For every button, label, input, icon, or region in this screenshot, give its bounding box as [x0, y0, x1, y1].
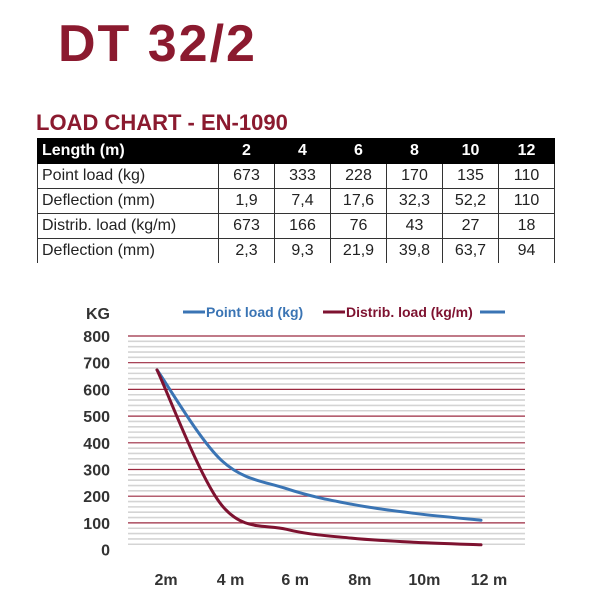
table-cell: 76 — [330, 213, 387, 239]
load-chart-heading: LOAD CHART - EN-1090 — [36, 110, 288, 135]
y-tick-label: 700 — [83, 356, 110, 373]
y-tick-label: 400 — [83, 436, 110, 453]
row-label: Point load (kg) — [37, 163, 219, 189]
table-cell: 170 — [386, 163, 443, 189]
table-cell: 32,3 — [386, 188, 443, 214]
product-title: DT 32/2 — [58, 15, 257, 73]
table-row: Deflection (mm) 2,3 9,3 21,9 39,8 63,7 94 — [37, 238, 555, 263]
row-label: Distrib. load (kg/m) — [37, 213, 219, 239]
table-cell: 43 — [386, 213, 443, 239]
load-table: Length (m) 2 4 6 8 10 12 Point load (kg) 673 333 2… — [37, 138, 555, 263]
table-cell: 21,9 — [330, 238, 387, 263]
table-cell: 4 — [274, 138, 331, 164]
table-cell: 6 — [330, 138, 387, 164]
y-axis-label: KG — [86, 306, 110, 323]
table-row: Distrib. load (kg/m) 673 166 76 43 27 18 — [37, 213, 555, 239]
x-tick-label: 6 m — [281, 572, 309, 589]
table-cell: 17,6 — [330, 188, 387, 214]
table-header-row: Length (m) 2 4 6 8 10 12 — [37, 138, 555, 164]
table-cell: 94 — [498, 238, 555, 263]
table-cell: 2 — [218, 138, 275, 164]
table-cell: 166 — [274, 213, 331, 239]
table-cell: 52,2 — [442, 188, 499, 214]
y-tick-label: 100 — [83, 516, 110, 533]
x-tick-label: 2m — [154, 572, 177, 589]
y-tick-label: 500 — [83, 409, 110, 426]
table-cell: 63,7 — [442, 238, 499, 263]
table-cell: 18 — [498, 213, 555, 239]
table-cell: 673 — [218, 213, 275, 239]
x-tick-label: 4 m — [217, 572, 245, 589]
y-tick-label: 200 — [83, 489, 110, 506]
row-label: Deflection (mm) — [37, 238, 219, 263]
y-tick-label: 300 — [83, 463, 110, 480]
table-cell: 7,4 — [274, 188, 331, 214]
series-line-distrib-load — [155, 368, 483, 547]
y-tick-label: 800 — [83, 329, 110, 346]
table-cell: 8 — [386, 138, 443, 164]
table-cell: 9,3 — [274, 238, 331, 263]
y-tick-label: 0 — [101, 543, 110, 560]
row-label: Length (m) — [37, 138, 219, 164]
table-cell: 333 — [274, 163, 331, 189]
series-line-point-load — [155, 368, 483, 522]
table-row: Deflection (mm) 1,9 7,4 17,6 32,3 52,2 110 — [37, 188, 555, 214]
table-cell: 135 — [442, 163, 499, 189]
table-cell: 12 — [498, 138, 555, 164]
table-row: Point load (kg) 673 333 228 170 135 110 — [37, 163, 555, 189]
table-cell: 27 — [442, 213, 499, 239]
legend-label: Point load (kg) — [206, 304, 303, 320]
legend-label: Distrib. load (kg/m) — [346, 304, 473, 320]
table-cell: 228 — [330, 163, 387, 189]
y-tick-label: 600 — [83, 382, 110, 399]
x-tick-label: 12 m — [471, 572, 507, 589]
x-tick-label: 8m — [348, 572, 371, 589]
table-cell: 39,8 — [386, 238, 443, 263]
x-tick-label: 10m — [408, 572, 440, 589]
